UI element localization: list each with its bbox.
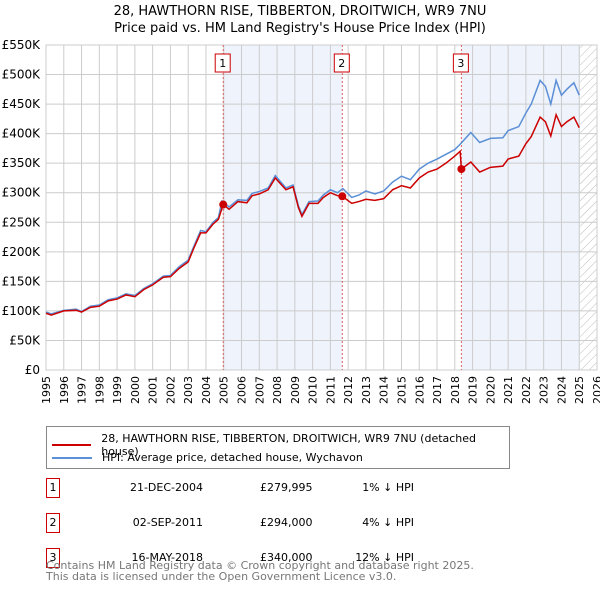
x-tick-label: 1997	[76, 376, 89, 404]
chart-title: 28, HAWTHORN RISE, TIBBERTON, DROITWICH,…	[113, 4, 487, 19]
x-tick-label: 2018	[449, 376, 462, 404]
sale-label: 1	[219, 57, 226, 70]
x-tick-label: 2015	[395, 376, 408, 404]
y-tick-label: £400K	[2, 127, 42, 141]
y-tick-label: £150K	[2, 274, 42, 288]
x-tick-label: 1999	[111, 376, 124, 404]
x-tick-label: 2008	[271, 376, 284, 404]
y-tick-label: £0	[25, 363, 40, 377]
sale-row: 2 02-SEP-2011 £294,000 4% ↓ HPI	[46, 513, 446, 533]
y-tick-label: £450K	[2, 97, 42, 111]
x-tick-label: 2009	[289, 376, 302, 404]
y-tick-label: £300K	[2, 186, 42, 200]
x-tick-label: 2000	[129, 376, 142, 404]
x-tick-label: 2016	[413, 376, 426, 404]
sale-price: £294,000	[260, 516, 313, 529]
x-tick-label: 2024	[555, 376, 568, 404]
legend-item-property: 28, HAWTHORN RISE, TIBBERTON, DROITWICH,…	[52, 432, 509, 458]
sale-hpi: 12% ↓ HPI	[355, 551, 414, 564]
x-tick-label: 2003	[182, 376, 195, 404]
legend-swatch-red	[52, 444, 92, 446]
x-tick-label: 2022	[520, 376, 533, 404]
x-tick-label: 2026	[591, 376, 600, 404]
sale-point	[219, 200, 228, 209]
x-tick-label: 2019	[467, 376, 480, 404]
sale-marker: 3	[46, 548, 60, 568]
x-tick-label: 2014	[378, 376, 391, 404]
x-tick-label: 2010	[307, 376, 320, 404]
footer-line: This data is licensed under the Open Gov…	[46, 570, 397, 583]
forecast-hatch	[580, 45, 597, 370]
legend-swatch-blue	[52, 456, 92, 459]
price-chart: 1995 1996 1997 1998 1999 2000 2001 2002 2003 2004…	[2, 38, 600, 404]
hpi-line	[45, 77, 580, 315]
x-tick-label: 2011	[324, 376, 337, 404]
sale-label: 3	[457, 57, 464, 70]
sale-marker: 2	[46, 513, 60, 533]
sale-row: 3 16-MAY-2018 £340,000 12% ↓ HPI	[46, 548, 446, 568]
sale-row: 1 21-DEC-2004 £279,995 1% ↓ HPI	[46, 478, 446, 498]
x-tick-label: 2017	[431, 376, 444, 404]
sale-label-box	[214, 53, 231, 73]
x-tick-label: 2002	[164, 376, 177, 404]
sale-date: 21-DEC-2004	[129, 481, 203, 494]
x-tick-label: 2020	[484, 376, 497, 404]
y-tick-label: £100K	[2, 304, 42, 318]
sale-hpi: 4% ↓ HPI	[362, 516, 414, 529]
y-tick-label: £250K	[2, 215, 42, 229]
sale-label-box	[452, 53, 469, 73]
legend-item-hpi: HPI: Average price, detached house, Wych…	[52, 451, 363, 464]
x-tick-label: 2001	[147, 376, 160, 404]
legend-label: HPI: Average price, detached house, Wych…	[102, 451, 363, 464]
sale-date: 02-SEP-2011	[132, 516, 203, 529]
property-line	[45, 112, 580, 316]
footer-line: Contains HM Land Registry data © Crown c…	[46, 559, 474, 572]
sale-point	[338, 192, 347, 201]
sale-price: £340,000	[260, 551, 313, 564]
sale-label: 2	[338, 57, 345, 70]
x-tick-label: 1995	[40, 376, 53, 404]
x-tick-label: 2005	[218, 376, 231, 404]
x-tick-label: 2012	[342, 376, 355, 404]
legend: 28, HAWTHORN RISE, TIBBERTON, DROITWICH,…	[46, 426, 510, 469]
sale-date: 16-MAY-2018	[131, 551, 203, 564]
footer: Contains HM Land Registry data © Crown c…	[46, 560, 474, 582]
legend-label: 28, HAWTHORN RISE, TIBBERTON, DROITWICH,…	[101, 432, 477, 458]
x-tick-label: 2004	[200, 376, 213, 404]
x-tick-label: 1996	[58, 376, 71, 404]
shaded-period	[223, 45, 343, 370]
x-tick-label: 2021	[502, 376, 515, 404]
sale-point	[457, 165, 466, 174]
y-tick-label: £50K	[9, 333, 41, 347]
sale-marker: 1	[46, 478, 60, 498]
chart-subtitle: Price paid vs. HM Land Registry's House …	[114, 21, 486, 36]
y-tick-label: £500K	[2, 68, 42, 82]
x-tick-label: 2007	[253, 376, 266, 404]
y-tick-label: £200K	[2, 245, 42, 259]
shaded-period	[461, 45, 581, 370]
sale-hpi: 1% ↓ HPI	[362, 481, 414, 494]
x-tick-label: 2013	[360, 376, 373, 404]
plot-frame	[45, 44, 598, 371]
sale-price: £279,995	[260, 481, 313, 494]
x-tick-label: 1998	[93, 376, 106, 404]
y-tick-label: £350K	[2, 156, 42, 170]
x-tick-label: 2023	[538, 376, 551, 404]
x-tick-label: 2025	[573, 376, 586, 404]
sale-label-box	[333, 53, 350, 73]
x-tick-label: 2006	[236, 376, 249, 404]
y-tick-label: £550K	[2, 38, 42, 52]
